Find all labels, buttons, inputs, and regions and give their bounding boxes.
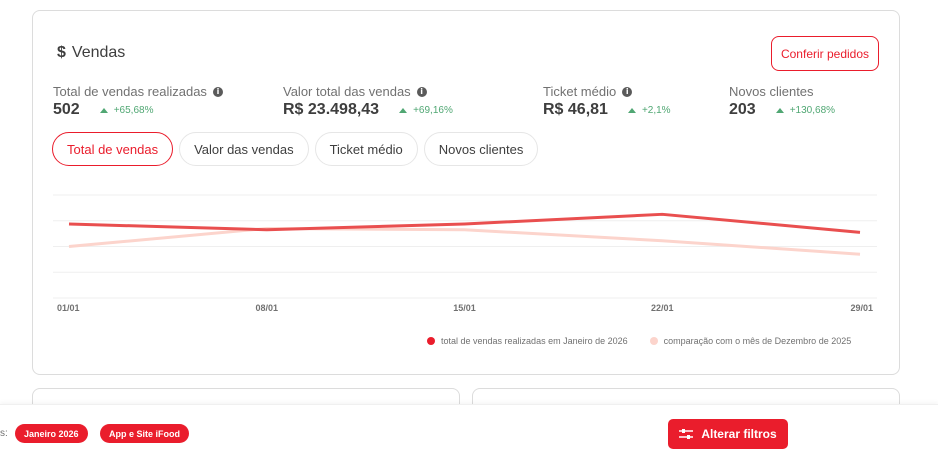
sales-card: $ Vendas Conferir pedidos Total de venda…: [32, 10, 900, 375]
info-icon[interactable]: i: [416, 86, 427, 97]
metric-value: 502: [53, 101, 80, 118]
chart-legend: total de vendas realizadas em Janeiro de…: [427, 336, 851, 346]
legend-item-current: total de vendas realizadas em Janeiro de…: [427, 336, 628, 346]
sliders-icon: [679, 429, 694, 439]
metric-delta: +2,1%: [627, 105, 671, 116]
sales-line-chart: 01/01 08/01 15/01 22/01 29/01: [53, 194, 877, 313]
metric-label: Novos clientes: [729, 84, 814, 99]
check-orders-button[interactable]: Conferir pedidos: [771, 36, 879, 71]
arrow-up-icon: [627, 107, 636, 113]
x-axis-label: 01/01: [57, 303, 80, 313]
tab-new-clients[interactable]: Novos clientes: [423, 132, 539, 166]
tab-average-ticket[interactable]: Ticket médio: [314, 132, 418, 166]
metric-new-clients: Novos clientes 203 +130,68%: [729, 84, 835, 119]
info-icon[interactable]: i: [212, 86, 223, 97]
metric-delta: +65,68%: [99, 105, 153, 116]
x-axis-labels: 01/01 08/01 15/01 22/01 29/01: [57, 303, 873, 313]
filter-chip-channel[interactable]: App e Site iFood: [100, 424, 189, 443]
metric-value: R$ 46,81: [543, 101, 608, 118]
sales-card-title: $ Vendas: [57, 44, 125, 62]
metric-total-sales: Total de vendas realizadas i 502 +65,68%: [53, 84, 223, 119]
dollar-icon: $: [57, 44, 66, 61]
metric-delta: +130,68%: [775, 105, 835, 116]
filters-label: s:: [0, 428, 8, 439]
comparison-line: [68, 226, 861, 256]
metric-value: R$ 23.498,43: [283, 101, 380, 118]
metric-sales-value: Valor total das vendas i R$ 23.498,43 +69,…: [283, 84, 453, 119]
change-filters-button[interactable]: Alterar filtros: [668, 419, 788, 449]
metric-label: Valor total das vendas: [283, 84, 411, 99]
legend-dot-icon: [649, 337, 658, 345]
metric-label: Total de vendas realizadas: [53, 84, 207, 99]
tab-total-sales[interactable]: Total de vendas: [52, 132, 174, 166]
legend-item-comparison: comparação com o mês de Dezembro de 2025: [649, 336, 851, 346]
legend-dot-icon: [427, 337, 435, 345]
x-axis-label: 15/01: [453, 303, 476, 313]
arrow-up-icon: [399, 107, 408, 113]
arrow-up-icon: [99, 107, 108, 113]
filter-chip-period[interactable]: Janeiro 2026: [15, 424, 88, 443]
x-axis-label: 29/01: [850, 303, 873, 313]
sales-title-text: Vendas: [71, 44, 126, 61]
primary-line: [68, 212, 861, 234]
info-icon[interactable]: i: [622, 86, 633, 97]
x-axis-label: 08/01: [255, 303, 278, 313]
filters-footer: s: Janeiro 2026 App e Site iFood Alterar…: [0, 404, 938, 458]
arrow-up-icon: [775, 107, 784, 113]
x-axis-label: 22/01: [651, 303, 674, 313]
tab-sales-value[interactable]: Valor das vendas: [179, 132, 309, 166]
metric-label: Ticket médio: [543, 84, 617, 99]
metric-average-ticket: Ticket médio i R$ 46,81 +2,1%: [543, 84, 671, 119]
metric-value: 203: [729, 101, 756, 118]
metric-delta: +69,16%: [399, 105, 453, 116]
chart-tabs: Total de vendas Valor das vendas Ticket …: [52, 132, 539, 166]
